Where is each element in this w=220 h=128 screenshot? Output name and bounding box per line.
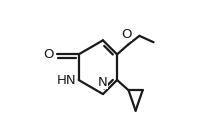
Text: N: N [98, 76, 108, 89]
Text: O: O [43, 48, 54, 61]
Text: HN: HN [57, 73, 76, 87]
Text: O: O [121, 28, 132, 41]
